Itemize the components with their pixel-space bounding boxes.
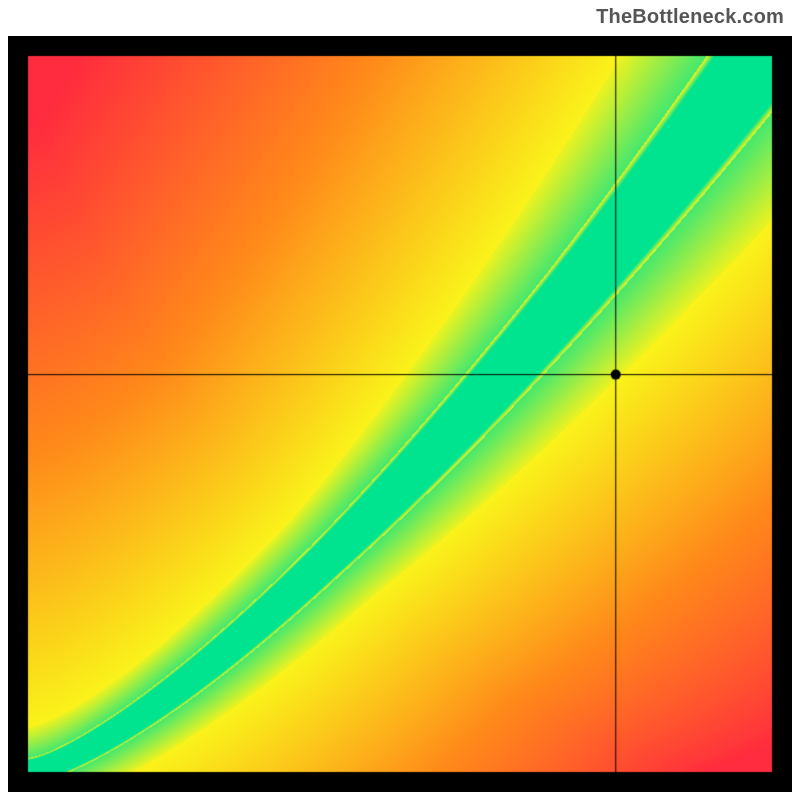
watermark-text: TheBottleneck.com — [596, 6, 784, 29]
heatmap-canvas — [8, 36, 792, 792]
heatmap-plot — [8, 36, 792, 792]
